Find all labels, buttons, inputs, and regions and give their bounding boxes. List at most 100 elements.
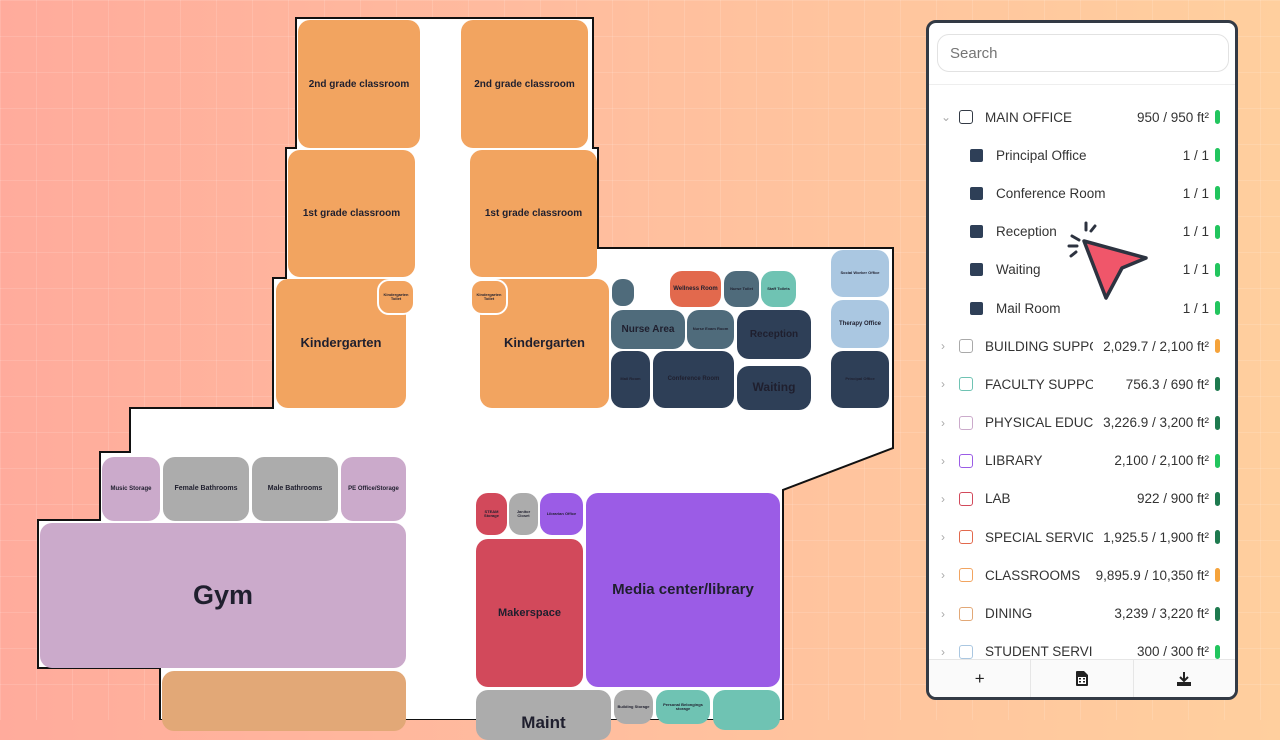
room-conference[interactable]: Conference Room [653,351,734,408]
room-kindergarten-toilet-left[interactable]: Kindergarten Toilet [377,279,415,315]
status-indicator [1215,339,1220,354]
room-checkbox[interactable] [970,225,983,239]
calculator-icon [1075,671,1088,686]
group-label: DINING [985,606,1033,622]
room-checkbox[interactable] [970,148,983,162]
room-2nd-grade-left[interactable]: 2nd grade classroom [298,20,420,148]
room-personal-belongings[interactable]: Personal Belongings storage [656,690,710,724]
group-row[interactable]: ⌄ MAIN OFFICE 950 / 950 ft² [929,98,1235,136]
group-checkbox[interactable] [959,644,973,659]
group-row[interactable]: › BUILDING SUPPORT 2,029.7 / 2,100 ft² [929,327,1235,365]
group-row[interactable]: › FACULTY SUPPORT 756.3 / 690 ft² [929,365,1235,403]
room-maintenance[interactable]: Maint [476,690,611,740]
room-1st-grade-left[interactable]: 1st grade classroom [288,150,415,277]
chevron-right-icon[interactable]: › [941,568,945,583]
room-janitor-closet[interactable]: Janitor Closet [509,493,538,535]
room-row[interactable]: Principal Office 1 / 1 [929,136,1235,174]
room-nurse-exam[interactable]: Nurse Exam Room [687,310,734,349]
room-reception[interactable]: Reception [737,310,811,359]
room-1st-grade-right[interactable]: 1st grade classroom [470,150,597,277]
group-row[interactable]: › STUDENT SERVICES 300 / 300 ft² [929,633,1235,671]
room-social-worker[interactable]: Social Worker Office [831,250,889,297]
search-input[interactable] [937,34,1229,72]
calculator-button[interactable] [1031,660,1134,697]
room-count: 1 / 1 [1182,185,1209,201]
room-media-center[interactable]: Media center/library [586,493,780,687]
room-pe-office[interactable]: PE Office/Storage [341,457,406,521]
room-gym[interactable]: Gym [40,523,406,668]
add-button[interactable]: + [929,660,1032,697]
room-staff-toilets[interactable]: Staff Toilets [761,271,796,307]
room-row[interactable]: Mail Room 1 / 1 [929,289,1235,327]
room-steam-storage[interactable]: STEAM Storage [476,493,507,535]
room-count: 1 / 1 [1182,224,1209,240]
group-row[interactable]: › SPECIAL SERVICES 1,925.5 / 1,900 ft² [929,518,1235,556]
status-indicator [1215,186,1220,201]
group-area: 1,925.5 / 1,900 ft² [1103,529,1209,545]
program-list[interactable]: ⌄ MAIN OFFICE 950 / 950 ft² Principal Of… [929,98,1235,671]
room-librarian-office[interactable]: Librarian Office [540,493,583,535]
group-row[interactable]: › LAB 922 / 900 ft² [929,480,1235,518]
room-row[interactable]: Waiting 1 / 1 [929,251,1235,289]
room-female-bathrooms[interactable]: Female Bathrooms [163,457,249,521]
group-checkbox[interactable] [959,568,973,583]
room-wellness[interactable]: Wellness Room [670,271,721,307]
status-indicator [1215,453,1220,468]
status-indicator [1215,110,1220,125]
room-checkbox[interactable] [970,263,983,277]
chevron-right-icon[interactable]: › [941,491,945,506]
chevron-right-icon[interactable]: › [941,453,945,468]
room-waiting[interactable]: Waiting [737,366,811,410]
group-row[interactable]: › PHYSICAL EDUCATION 3,226.9 / 3,200 ft² [929,404,1235,442]
room-makerspace[interactable]: Makerspace [476,539,583,687]
group-checkbox[interactable] [959,606,973,621]
room-male-bathrooms[interactable]: Male Bathrooms [252,457,338,521]
status-indicator [1215,415,1220,430]
room-row[interactable]: Conference Room 1 / 1 [929,174,1235,212]
status-indicator [1215,530,1220,545]
status-indicator [1215,224,1220,239]
group-label: CLASSROOMS [985,567,1081,583]
group-label: SPECIAL SERVICES [985,529,1093,545]
group-area: 300 / 300 ft² [1136,644,1209,660]
status-indicator [1215,568,1220,583]
chevron-right-icon[interactable]: › [941,530,945,545]
chevron-right-icon[interactable]: › [941,339,945,354]
group-checkbox[interactable] [959,453,973,468]
status-indicator [1215,491,1220,506]
chevron-right-icon[interactable]: › [941,644,945,659]
room-teal-unlabeled[interactable] [713,690,780,730]
status-indicator [1215,301,1220,316]
group-checkbox[interactable] [959,339,973,354]
room-music-storage[interactable]: Music Storage [102,457,160,521]
group-checkbox[interactable] [959,415,973,430]
group-row[interactable]: › LIBRARY 2,100 / 2,100 ft² [929,442,1235,480]
group-checkbox[interactable] [959,377,973,392]
group-checkbox[interactable] [959,491,973,506]
room-nurse-area[interactable]: Nurse Area [611,310,685,349]
chevron-down-icon[interactable]: ⌄ [941,110,952,125]
room-dining[interactable] [162,671,406,731]
group-checkbox[interactable] [959,110,973,125]
chevron-right-icon[interactable]: › [941,415,945,430]
chevron-right-icon[interactable]: › [941,377,945,392]
room-small-unlabeled[interactable] [612,279,634,306]
room-checkbox[interactable] [970,186,983,200]
group-label: LAB [985,491,1011,507]
room-row[interactable]: Reception 1 / 1 [929,213,1235,251]
room-nurse-toilet[interactable]: Nurse Toilet [724,271,759,307]
group-label: BUILDING SUPPORT [985,338,1093,354]
group-row[interactable]: › DINING 3,239 / 3,220 ft² [929,594,1235,632]
download-button[interactable] [1134,660,1235,697]
room-checkbox[interactable] [970,301,983,315]
chevron-right-icon[interactable]: › [941,606,945,621]
group-label: PHYSICAL EDUCATION [985,415,1093,431]
room-kindergarten-toilet-right[interactable]: Kindergarten Toilet [470,279,508,315]
room-therapy[interactable]: Therapy Office [831,300,889,348]
room-mail-room[interactable]: Mail Room [611,351,650,408]
group-checkbox[interactable] [959,530,973,545]
room-building-storage[interactable]: Building Storage [614,690,653,724]
group-row[interactable]: › CLASSROOMS 9,895.9 / 10,350 ft² [929,556,1235,594]
room-2nd-grade-right[interactable]: 2nd grade classroom [461,20,588,148]
room-principal[interactable]: Principal Office [831,351,889,408]
